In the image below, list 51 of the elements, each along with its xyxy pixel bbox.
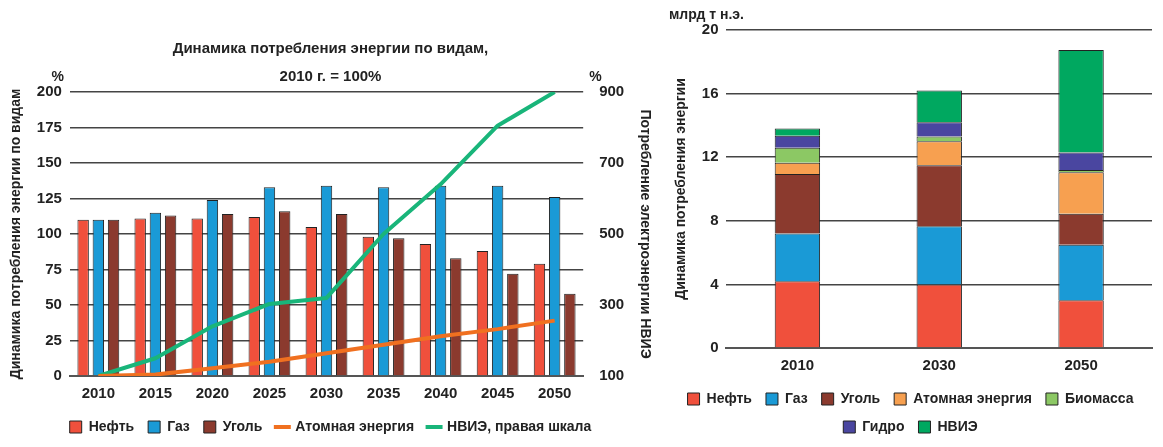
chart-subtitle: 2010 г. = 100% [279,67,382,85]
y-tick-label: 175 [36,117,62,135]
y2-tick-label: 700 [599,153,625,171]
y2-tick-label: 900 [599,82,625,100]
y-tick-label: 0 [53,366,62,384]
y2-tick-label: 500 [599,224,625,242]
x-tick-label: 2025 [252,384,287,402]
y-tick-label: 125 [36,188,62,206]
legend-label: Атомная энергия [295,417,415,434]
x-tick-label: 2020 [195,384,230,402]
y-tick-label: 200 [36,82,62,100]
legend-label: Атомная энергия [913,389,1032,406]
legend-label: Нефть [706,389,753,406]
y-tick-label: 25 [45,330,62,348]
y-tick-label: 50 [45,295,62,313]
y2-axis-title: Потребление электроэнергии НВИЭ [637,109,654,359]
x-tick-label: 2015 [138,384,173,402]
y-tick-label: 0 [710,338,719,356]
x-tick-label: 2030 [309,384,344,402]
y-tick-label: 8 [710,210,719,228]
legend-label: НВИЭ, правая шкала [447,417,592,434]
x-tick-label: 2045 [480,384,515,402]
text: млрд т н.э. [669,5,744,22]
legend-label: Гидро [862,417,905,434]
y2-tick-label: 100 [599,366,625,384]
y-tick-label: 16 [701,83,719,101]
y-tick-label: 150 [36,153,62,171]
x-tick-label: 2010 [780,356,815,374]
x-tick-label: 2050 [1064,356,1098,374]
legend-label: Нефть [88,417,135,434]
y-axis-title: Динамика потребления энергии [672,78,689,300]
chart-title: Динамика потребления энергии по видам, [172,39,489,57]
y-tick-label: 75 [45,259,62,277]
x-tick-label: 2030 [922,356,956,374]
legend-label: Газ [784,389,808,406]
text: % [51,67,65,84]
x-tick-label: 2050 [537,384,572,402]
y2-tick-label: 300 [599,295,625,313]
x-tick-label: 2035 [366,384,401,402]
x-tick-label: 2010 [81,384,116,402]
legend-label: Биомасса [1064,389,1134,406]
text: % [589,67,603,84]
y-tick-label: 4 [710,274,720,292]
x-tick-label: 2040 [423,384,458,402]
legend-label: НВИЭ [937,417,978,434]
legend-label: Газ [167,417,190,434]
legend-label: Уголь [222,417,263,434]
legend-label: Уголь [840,389,881,406]
y-tick-label: 100 [36,224,62,242]
y-axis-title: Динамика потребления энергии по видам [7,88,24,380]
y-tick-label: 12 [701,147,719,165]
